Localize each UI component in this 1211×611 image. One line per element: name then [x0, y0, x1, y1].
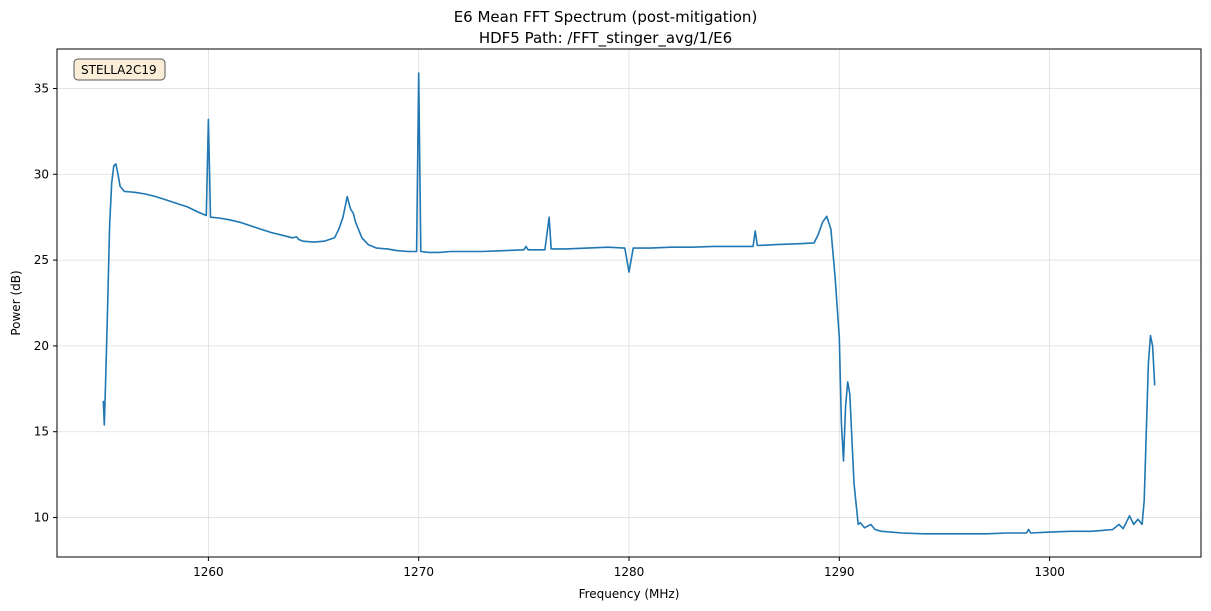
x-tick-label: 1290 — [824, 565, 855, 579]
chart-subtitle: HDF5 Path: /FFT_stinger_avg/1/E6 — [478, 29, 733, 47]
y-tick-label: 30 — [34, 167, 49, 181]
annotation-box — [73, 58, 166, 81]
station-annotation: STELLA2C19 — [73, 58, 166, 81]
axis-ticks: 1260 1270 1280 1290 1300 10 15 20 25 30 35 — [34, 81, 1065, 579]
grid — [57, 49, 1201, 557]
y-tick-label: 20 — [34, 339, 49, 353]
spectrum-line — [102, 72, 1156, 535]
x-axis-label: Frequency (MHz) — [579, 587, 680, 601]
y-axis-label: Power (dB) — [9, 270, 23, 335]
y-tick-label: 25 — [34, 253, 49, 267]
x-tick-label: 1280 — [614, 565, 645, 579]
chart-title: E6 Mean FFT Spectrum (post-mitigation) — [453, 8, 758, 26]
annotation-text: STELLA2C19 — [81, 63, 157, 77]
y-tick-label: 15 — [34, 425, 49, 439]
x-tick-label: 1270 — [403, 565, 434, 579]
x-tick-label: 1260 — [193, 565, 224, 579]
y-tick-label: 35 — [34, 81, 49, 95]
y-tick-label: 10 — [34, 511, 49, 525]
x-tick-label: 1300 — [1034, 565, 1065, 579]
